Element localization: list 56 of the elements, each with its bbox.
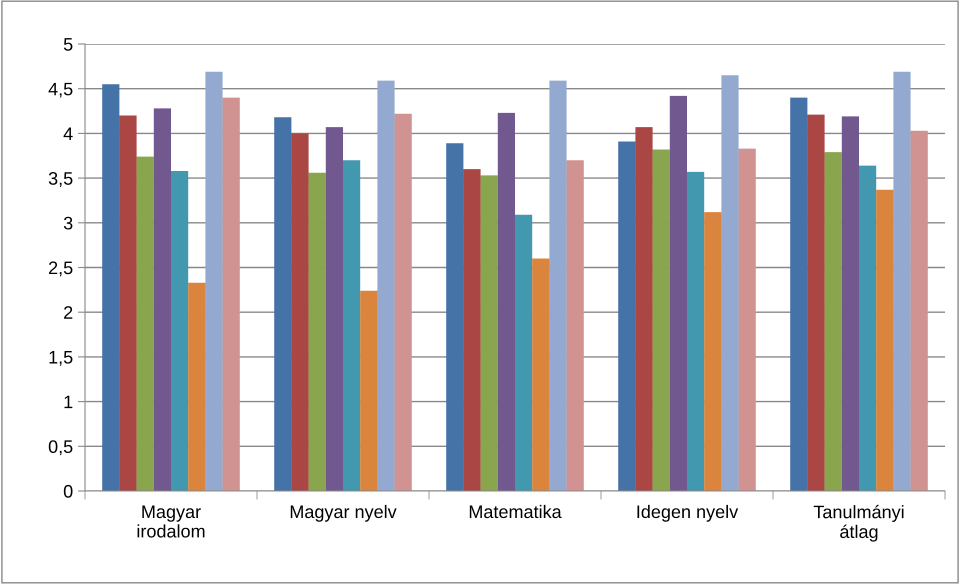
bar <box>532 258 550 491</box>
bar <box>377 80 395 491</box>
bar <box>790 98 808 491</box>
x-tick-label: Matematika <box>470 504 562 518</box>
bar <box>205 72 223 491</box>
bar <box>670 96 687 491</box>
bar <box>188 282 206 491</box>
bar <box>566 160 584 491</box>
bar <box>326 127 343 491</box>
bar <box>859 166 876 491</box>
bar <box>394 114 412 491</box>
bar <box>136 156 154 491</box>
bar <box>463 169 481 491</box>
bar <box>721 75 739 491</box>
bar <box>154 108 171 491</box>
bar <box>807 114 825 491</box>
bar <box>618 141 636 491</box>
x-tick-label: Magyar nyelv <box>290 504 397 522</box>
bar <box>652 149 670 491</box>
y-tick-label: 5 <box>64 38 72 51</box>
bar <box>704 212 722 491</box>
bar <box>910 130 928 491</box>
x-tick-label: Tanulmányi átlag <box>814 504 904 542</box>
bar <box>549 80 567 491</box>
bar <box>308 172 326 491</box>
bar <box>102 84 120 491</box>
y-tick-label: 4,5 <box>48 82 72 98</box>
bar <box>119 116 137 491</box>
y-tick-label: 1 <box>64 396 72 408</box>
bar <box>687 172 704 491</box>
y-tick-label: 3,5 <box>48 172 72 187</box>
bar <box>480 175 498 491</box>
bar <box>222 98 240 491</box>
bar <box>842 116 859 491</box>
y-tick-label: 2,5 <box>49 261 72 276</box>
bar <box>446 143 464 491</box>
x-tick-label: Idegen nyelv <box>637 504 738 522</box>
bar <box>635 127 653 491</box>
y-tick-label: 0 <box>64 484 72 498</box>
bar <box>291 133 309 491</box>
y-tick-label: 4 <box>64 128 73 140</box>
bar <box>360 290 378 491</box>
bar <box>171 170 188 491</box>
bar <box>274 117 292 491</box>
y-tick-label: 0,5 <box>48 440 72 456</box>
y-tick-label: 1,5 <box>49 351 72 366</box>
x-tick-label: Magyar irodalom <box>138 506 204 538</box>
bar <box>893 72 911 491</box>
y-tick-label: 2 <box>64 306 72 319</box>
bar <box>498 112 515 491</box>
y-tick-label: 3 <box>64 216 72 230</box>
bar <box>738 148 756 491</box>
bar <box>343 160 360 491</box>
bar <box>515 214 532 491</box>
bar <box>876 190 894 491</box>
bar <box>824 152 842 491</box>
